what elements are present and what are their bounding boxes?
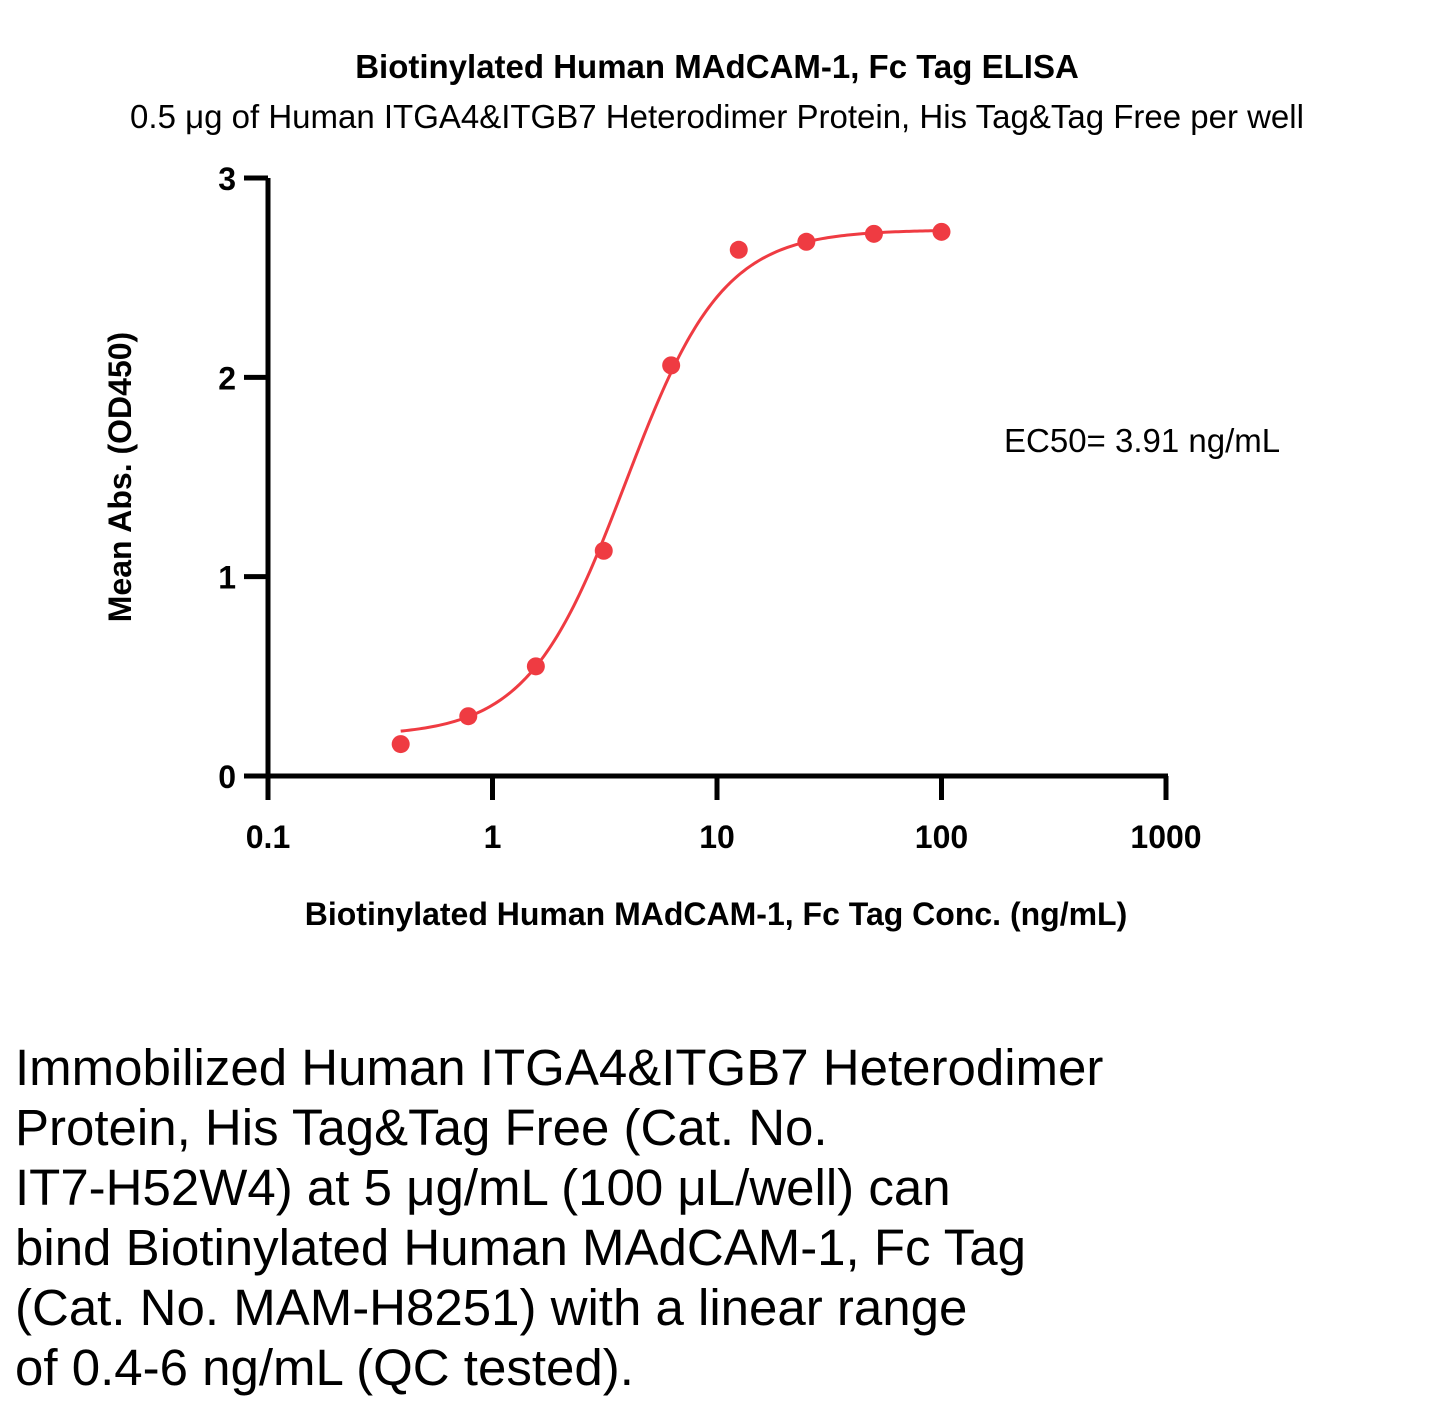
x-tick-label: 100 bbox=[915, 819, 968, 855]
caption-line: (Cat. No. MAM-H8251) with a linear range bbox=[15, 1279, 968, 1336]
data-points bbox=[391, 222, 951, 754]
data-point bbox=[459, 707, 478, 726]
axes bbox=[265, 178, 1168, 779]
x-axis-ticks: 0.1 1 10 100 1000 bbox=[246, 776, 1202, 855]
chart-subtitle: 0.5 μg of Human ITGA4&ITGB7 Heterodimer … bbox=[130, 98, 1304, 135]
data-point bbox=[932, 222, 951, 241]
x-tick-label: 0.1 bbox=[246, 819, 290, 855]
x-tick-label: 1 bbox=[484, 819, 502, 855]
y-axis-label: Mean Abs. (OD450) bbox=[102, 332, 138, 622]
y-tick-label: 1 bbox=[218, 560, 236, 596]
data-point bbox=[662, 356, 681, 375]
data-point bbox=[864, 224, 883, 243]
caption-line: Immobilized Human ITGA4&ITGB7 Heterodime… bbox=[15, 1039, 1104, 1096]
fit-curve bbox=[400, 229, 942, 733]
chart-title: Biotinylated Human MAdCAM-1, Fc Tag ELIS… bbox=[355, 48, 1079, 85]
elisa-chart: 0.1 1 10 100 1000 0 1 2 3 Biotinylated Human MA… bbox=[102, 161, 1280, 932]
ec50-annotation: EC50= 3.91 ng/mL bbox=[1004, 422, 1280, 459]
data-point bbox=[797, 232, 816, 251]
x-tick-label: 1000 bbox=[1130, 819, 1201, 855]
caption-line: bind Biotinylated Human MAdCAM-1, Fc Tag bbox=[15, 1219, 1027, 1276]
data-point bbox=[594, 541, 613, 560]
y-tick-label: 3 bbox=[218, 161, 236, 197]
caption: Immobilized Human ITGA4&ITGB7 Heterodime… bbox=[15, 1038, 1415, 1398]
data-point bbox=[391, 735, 410, 754]
data-point bbox=[526, 657, 545, 676]
caption-line: IT7-H52W4) at 5 μg/mL (100 μL/well) can bbox=[15, 1159, 951, 1216]
y-tick-label: 2 bbox=[218, 360, 236, 396]
caption-line: of 0.4-6 ng/mL (QC tested). bbox=[15, 1339, 634, 1396]
y-axis-ticks: 0 1 2 3 bbox=[218, 161, 268, 795]
x-tick-label: 10 bbox=[699, 819, 735, 855]
x-axis-label: Biotinylated Human MAdCAM-1, Fc Tag Conc… bbox=[305, 896, 1128, 932]
data-point bbox=[729, 240, 748, 259]
caption-line: Protein, His Tag&Tag Free (Cat. No. bbox=[15, 1099, 828, 1156]
y-tick-label: 0 bbox=[218, 759, 236, 795]
